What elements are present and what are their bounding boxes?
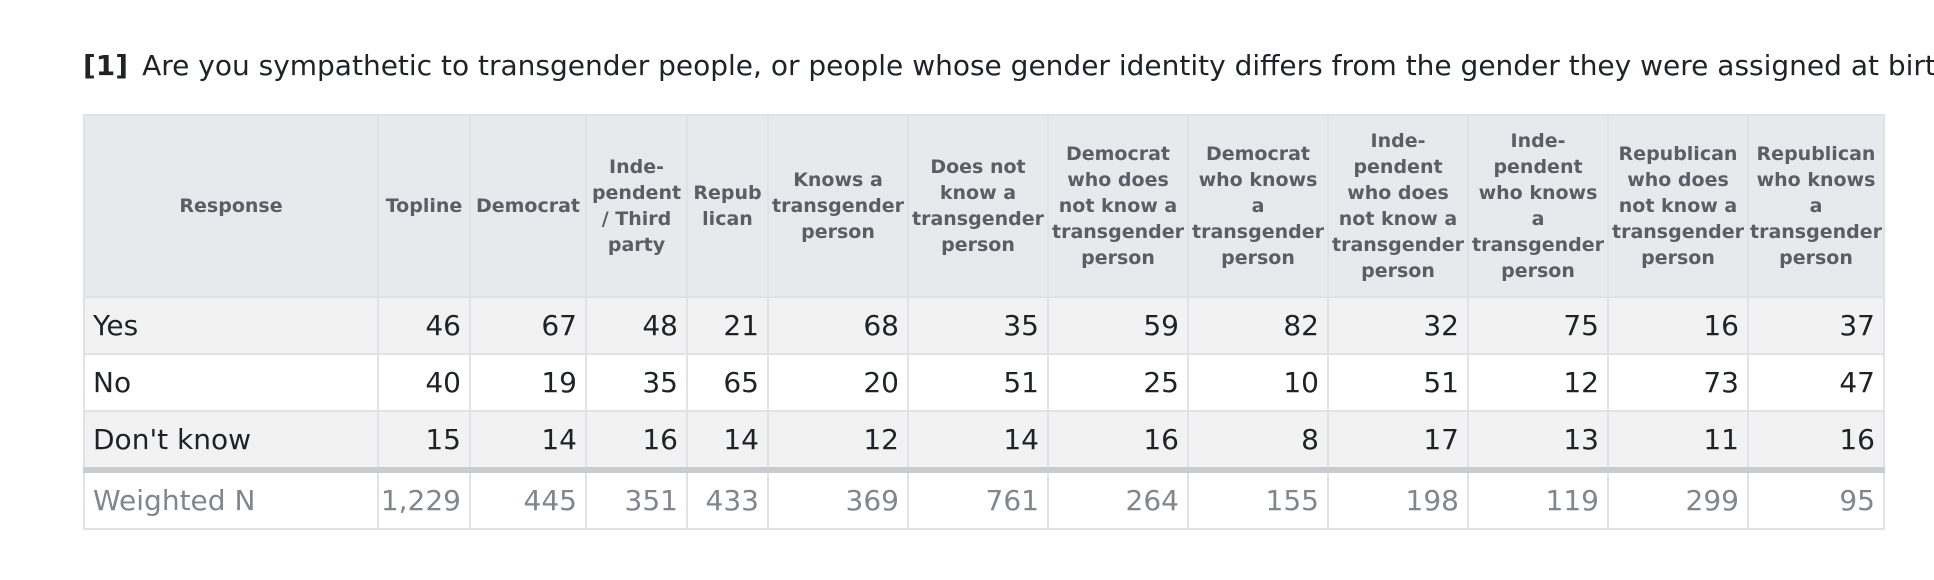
weighted-n-cell: 299 [1607, 469, 1749, 530]
table-cell: 8 [1187, 410, 1329, 473]
column-header-independent-knows: Inde-pendent who knows a transgender person [1467, 114, 1609, 298]
table-cell: 37 [1747, 296, 1885, 355]
table-cell: 12 [767, 410, 909, 473]
table-cell: 65 [686, 353, 769, 412]
column-header-democrat: Democrat [469, 114, 587, 298]
weighted-n-cell: 95 [1747, 469, 1885, 530]
weighted-n-cell: 264 [1047, 469, 1189, 530]
column-header-independent: Inde-pendent / Third party [585, 114, 688, 298]
table-cell: 73 [1607, 353, 1749, 412]
table-cell: 47 [1747, 353, 1885, 412]
weighted-n-cell: 155 [1187, 469, 1329, 530]
table-cell: 25 [1047, 353, 1189, 412]
table-row: No 40 19 35 65 20 51 25 10 51 12 73 47 [83, 353, 1885, 412]
weighted-n-cell: 1,229 [377, 469, 471, 530]
table-cell: 59 [1047, 296, 1189, 355]
column-header-knows-transgender: Knows a transgender person [767, 114, 909, 298]
column-header-topline: Topline [377, 114, 471, 298]
column-header-democrat-knows: Democrat who knows a transgender person [1187, 114, 1329, 298]
table-row: Don't know 15 14 16 14 12 14 16 8 17 13 … [83, 410, 1885, 473]
table-cell: 46 [377, 296, 471, 355]
table-cell: 14 [469, 410, 587, 473]
table-cell: 48 [585, 296, 688, 355]
weighted-n-cell: 761 [907, 469, 1049, 530]
weighted-n-cell: 119 [1467, 469, 1609, 530]
question-text: Are you sympathetic to transgender peopl… [142, 49, 1934, 82]
column-header-independent-does-not-know: Inde-pendent who does not know a transgende… [1327, 114, 1469, 298]
column-header-republican: Repub lican [686, 114, 769, 298]
table-cell: 51 [1327, 353, 1469, 412]
question-heading: [1] Are you sympathetic to transgender pe… [83, 46, 1934, 86]
column-header-response: Response [83, 114, 379, 298]
table-cell: 32 [1327, 296, 1469, 355]
table-cell: 16 [1747, 410, 1885, 473]
table-cell: 19 [469, 353, 587, 412]
column-header-republican-knows: Republican who knows a transgender person [1747, 114, 1885, 298]
column-header-does-not-know-transgender: Does not know a transgender person [907, 114, 1049, 298]
weighted-n-label: Weighted N [83, 469, 379, 530]
table-cell: 35 [585, 353, 688, 412]
weighted-n-cell: 433 [686, 469, 769, 530]
table-cell: 21 [686, 296, 769, 355]
table-cell: 68 [767, 296, 909, 355]
table-cell: 35 [907, 296, 1049, 355]
row-label: Yes [83, 296, 379, 355]
table-cell: 14 [907, 410, 1049, 473]
header-row: Response Topline Democrat Inde-pendent / … [83, 114, 1885, 298]
table-cell: 67 [469, 296, 587, 355]
column-header-republican-does-not-know: Republican who does not know a transgender p… [1607, 114, 1749, 298]
table-cell: 14 [686, 410, 769, 473]
table-cell: 40 [377, 353, 471, 412]
table-cell: 13 [1467, 410, 1609, 473]
table-cell: 51 [907, 353, 1049, 412]
column-header-democrat-does-not-know: Democrat who does not know a transgender per… [1047, 114, 1189, 298]
row-label: Don't know [83, 410, 379, 473]
weighted-n-row: Weighted N 1,229 445 351 433 369 761 264… [83, 469, 1885, 530]
table-cell: 16 [1607, 296, 1749, 355]
weighted-n-cell: 445 [469, 469, 587, 530]
question-number: [1] [83, 49, 129, 82]
table-cell: 20 [767, 353, 909, 412]
table-cell: 10 [1187, 353, 1329, 412]
table-cell: 12 [1467, 353, 1609, 412]
table-row: Yes 46 67 48 21 68 35 59 82 32 75 16 37 [83, 296, 1885, 355]
crosstab-table: Response Topline Democrat Inde-pendent / … [83, 114, 1885, 530]
table-cell: 15 [377, 410, 471, 473]
table-cell: 75 [1467, 296, 1609, 355]
weighted-n-cell: 369 [767, 469, 909, 530]
row-label: No [83, 353, 379, 412]
weighted-n-cell: 198 [1327, 469, 1469, 530]
table-cell: 17 [1327, 410, 1469, 473]
table-cell: 11 [1607, 410, 1749, 473]
table-cell: 16 [585, 410, 688, 473]
table-cell: 16 [1047, 410, 1189, 473]
weighted-n-cell: 351 [585, 469, 688, 530]
table-cell: 82 [1187, 296, 1329, 355]
